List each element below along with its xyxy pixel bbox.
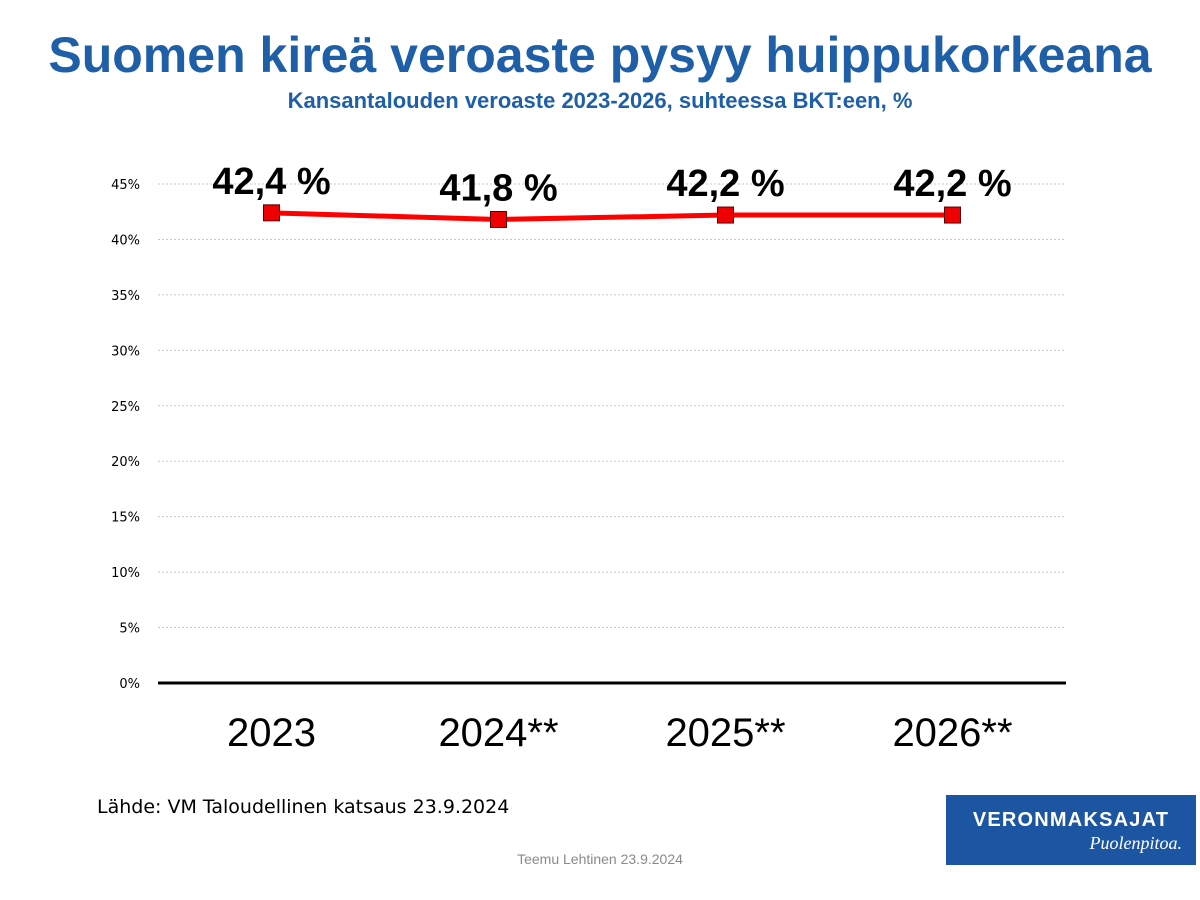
x-tick-label: 2026**	[892, 711, 1012, 755]
y-tick-label: 45%	[111, 178, 140, 193]
logo-name: VERONMAKSAJAT	[972, 809, 1170, 831]
y-tick-label: 20%	[111, 455, 140, 470]
x-tick-label: 2023	[227, 711, 316, 755]
x-tick-label: 2024**	[438, 711, 558, 755]
data-label: 42,2 %	[666, 163, 784, 205]
x-tick-label: 2025**	[665, 711, 785, 755]
chart-subtitle: Kansantalouden veroaste 2023-2026, suhte…	[287, 88, 913, 113]
data-point-marker	[490, 210, 507, 228]
data-point-marker	[944, 206, 961, 224]
y-tick-label: 25%	[111, 400, 140, 415]
data-label: 42,2 %	[893, 163, 1011, 205]
data-label: 41,8 %	[439, 167, 557, 209]
chart-title: Suomen kireä veroaste pysyy huippukorkea…	[48, 27, 1152, 83]
y-tick-label: 40%	[111, 233, 140, 248]
series-line	[271, 210, 953, 222]
y-tick-label: 15%	[111, 511, 140, 526]
data-point-marker	[263, 204, 280, 222]
data-point-marker	[717, 206, 734, 224]
source-note: Lähde: VM Taloudellinen katsaus 23.9.202…	[97, 796, 510, 818]
footer-author-date: Teemu Lehtinen 23.9.2024	[517, 851, 683, 867]
data-label: 42,4 %	[212, 161, 330, 203]
y-tick-label: 35%	[111, 289, 140, 304]
y-tick-label: 30%	[111, 344, 140, 359]
veronmaksajat-logo: VERONMAKSAJAT Puolenpitoa.	[946, 795, 1196, 865]
y-tick-label: 0%	[119, 677, 140, 692]
line-chart: 0% 5% 10% 15% 20% 25% 30% 35% 40% 45% 2023 2024** 20…	[111, 161, 1066, 755]
y-tick-label: 10%	[111, 566, 140, 581]
y-tick-label: 5%	[119, 622, 140, 637]
logo-slogan: Puolenpitoa.	[1089, 833, 1183, 853]
